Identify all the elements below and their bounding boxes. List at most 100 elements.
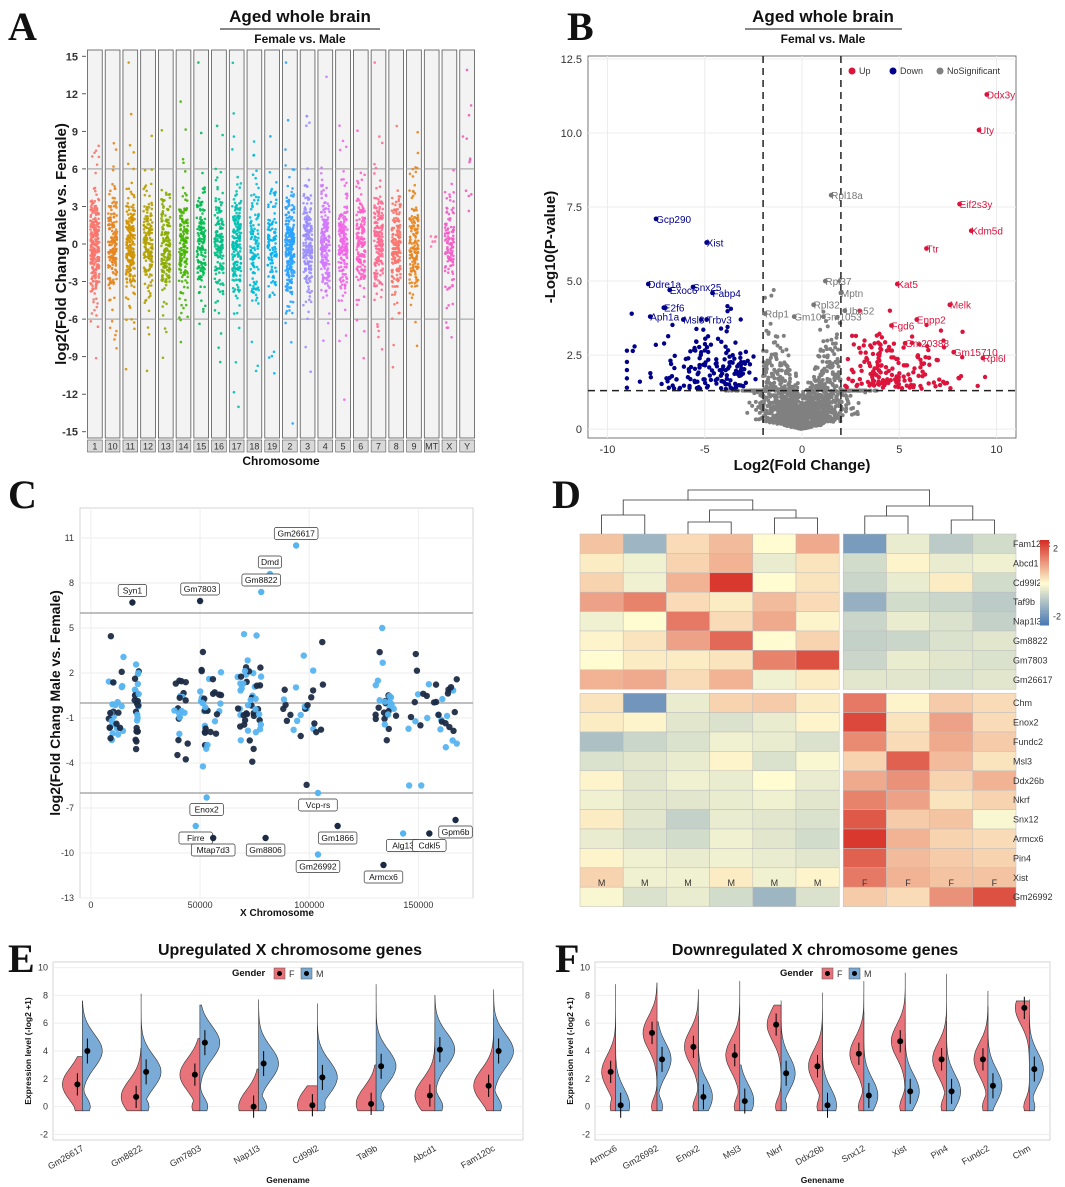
gene-point	[267, 356, 271, 359]
gene-point	[149, 238, 153, 242]
gene-point	[200, 263, 203, 267]
gene-point	[127, 239, 131, 243]
gene-point	[125, 222, 129, 225]
gene-point	[215, 229, 219, 233]
gene-point	[451, 237, 455, 241]
gene-point	[91, 288, 95, 291]
gene-point	[305, 211, 309, 214]
gene-point	[467, 209, 471, 213]
gene-point	[165, 193, 168, 196]
gene-point	[444, 321, 448, 324]
gene-point	[395, 259, 399, 263]
gene-point	[323, 210, 326, 214]
gene-point	[310, 229, 313, 233]
gene-point	[145, 205, 149, 209]
gene-point	[273, 250, 276, 253]
gene-point	[373, 215, 376, 219]
gene-point	[195, 250, 199, 253]
gene-point	[397, 246, 401, 250]
gene-point	[201, 254, 205, 257]
gene-point	[345, 196, 348, 200]
gene-point	[410, 249, 413, 253]
gene-point	[395, 224, 399, 228]
gene-point	[143, 301, 147, 305]
nosig-point	[821, 371, 826, 376]
nosig-point	[808, 411, 813, 416]
gene-point	[378, 179, 382, 182]
nosig-point	[795, 391, 800, 396]
gene-point	[412, 241, 416, 245]
gene-point	[327, 204, 331, 208]
gene-point	[96, 302, 99, 305]
gene-point	[411, 175, 415, 178]
gene-point	[448, 193, 451, 196]
gene-point	[345, 252, 349, 256]
gene-point	[341, 294, 345, 297]
gene-point	[395, 273, 399, 277]
x-tick-label: -10	[600, 444, 616, 456]
gene-point	[220, 250, 223, 254]
gene-point	[356, 245, 359, 249]
gene-point	[445, 207, 449, 210]
chromosome-facet	[423, 49, 440, 439]
gene-point	[379, 214, 382, 218]
gene-point	[216, 216, 219, 220]
nosig-point	[779, 394, 784, 399]
gene-point	[395, 268, 398, 271]
gene-point	[149, 292, 152, 295]
gene-point	[359, 210, 363, 214]
gene-point	[377, 279, 380, 282]
gene-point	[146, 215, 149, 218]
gene-point	[91, 284, 94, 288]
nosig-point	[824, 391, 829, 396]
gene-point	[346, 194, 349, 197]
gene-point	[375, 292, 379, 296]
gene-point	[362, 227, 366, 231]
gene-point	[168, 215, 172, 219]
gene-point	[267, 258, 271, 261]
gene-point	[274, 228, 277, 231]
nosig-point	[773, 340, 778, 345]
gene-point	[343, 205, 346, 209]
gene-point	[412, 258, 416, 262]
gene-point	[373, 231, 377, 234]
gene-point	[112, 281, 116, 284]
gene-point	[89, 244, 93, 247]
gene-point	[143, 205, 146, 208]
nosig-point	[778, 409, 783, 414]
gene-point	[231, 204, 234, 208]
gene-point	[324, 249, 328, 252]
gene-point	[235, 190, 238, 193]
gene-point	[96, 211, 99, 215]
gene-point	[412, 232, 415, 236]
gene-point	[183, 227, 186, 231]
gene-point	[221, 133, 224, 137]
gene-point	[129, 251, 133, 254]
gene-point	[284, 222, 288, 226]
gene-point	[271, 270, 274, 273]
gene-point	[374, 166, 378, 170]
gene-point	[142, 187, 146, 191]
gene-point	[161, 356, 165, 360]
chromosome-strip	[264, 439, 280, 453]
gene-point	[235, 211, 238, 215]
gene-point	[375, 186, 378, 190]
nosig-point	[819, 411, 824, 416]
gene-point	[443, 266, 447, 269]
gene-point	[374, 284, 377, 288]
gene-point	[234, 218, 238, 222]
gene-point	[147, 202, 151, 206]
gene-point	[251, 205, 254, 209]
gene-point	[267, 203, 270, 206]
nosig-point	[786, 353, 791, 358]
gene-point	[221, 292, 225, 296]
gene-point	[302, 270, 306, 274]
gene-point	[252, 284, 255, 288]
gene-point	[410, 227, 414, 230]
gene-point	[303, 184, 307, 187]
gene-point	[217, 288, 220, 291]
gene-point	[396, 189, 400, 192]
gene-point	[303, 206, 307, 209]
gene-point	[328, 210, 331, 214]
gene-point	[161, 210, 165, 213]
